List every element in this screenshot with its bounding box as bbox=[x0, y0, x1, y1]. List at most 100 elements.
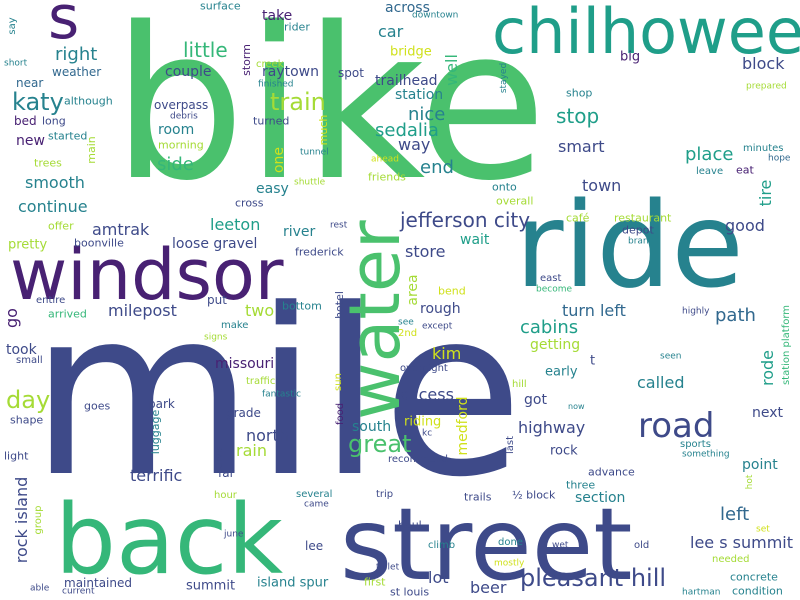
word-hot: hot bbox=[745, 474, 755, 490]
word-summit: summit bbox=[186, 578, 236, 594]
word-morning: morning bbox=[158, 138, 204, 152]
word-river: river bbox=[283, 224, 316, 240]
word-nice: nice bbox=[408, 104, 446, 125]
word-climb: climb bbox=[428, 540, 456, 551]
word-half-block: ½ block bbox=[512, 488, 556, 502]
word-see: see bbox=[398, 317, 414, 328]
word-east: east bbox=[540, 273, 562, 284]
word-one: one bbox=[271, 146, 287, 174]
word-seen: seen bbox=[660, 351, 682, 362]
word-set: set bbox=[756, 524, 770, 535]
word-hope: hope bbox=[768, 153, 791, 164]
word-store: store bbox=[405, 242, 446, 261]
word-mile: mile bbox=[30, 261, 524, 528]
word-rode: rode bbox=[758, 349, 777, 387]
word-restaurant: restaurant bbox=[614, 211, 672, 225]
word-two: two bbox=[245, 301, 275, 320]
word-tunnel: tunnel bbox=[300, 147, 329, 158]
word-surface: surface bbox=[200, 0, 241, 13]
word-june: june bbox=[224, 529, 244, 540]
word-last: last bbox=[505, 435, 516, 455]
word-little: little bbox=[183, 38, 228, 62]
word-put: put bbox=[207, 293, 227, 307]
word-go: go bbox=[2, 308, 21, 328]
word-wait: wait bbox=[460, 232, 490, 248]
word-friends: friends bbox=[368, 170, 406, 184]
word-easy: easy bbox=[256, 181, 289, 197]
word-south: south bbox=[352, 419, 392, 435]
word-cross: cross bbox=[235, 196, 264, 210]
word-s: s bbox=[48, 0, 80, 53]
word-much: much bbox=[317, 114, 330, 146]
word-took: took bbox=[6, 342, 37, 358]
word-take: take bbox=[262, 8, 293, 24]
word-lee-s-summit: lee s summit bbox=[690, 533, 794, 552]
word-creek: creek bbox=[256, 59, 284, 70]
word-condition: condition bbox=[732, 584, 783, 598]
word-sedalia: sedalia bbox=[375, 120, 439, 141]
word-getting: getting bbox=[530, 337, 581, 353]
word-several: several bbox=[296, 489, 333, 500]
word-recommend: recommend bbox=[388, 454, 448, 465]
word-except: except bbox=[422, 321, 453, 332]
word-station: station bbox=[395, 87, 444, 103]
word-section: section bbox=[575, 490, 626, 506]
word-ahead: ahead bbox=[371, 154, 399, 165]
word-weather: weather bbox=[52, 65, 102, 79]
word-came: came bbox=[304, 499, 329, 510]
word-brand: brand bbox=[628, 236, 655, 247]
word-depot: depot bbox=[622, 223, 654, 237]
word-turned: turned bbox=[253, 114, 290, 128]
word-entire: entire bbox=[36, 295, 66, 306]
word-bike: bike bbox=[112, 0, 547, 227]
word-turn-left: turn left bbox=[562, 301, 626, 320]
word-windsor: windsor bbox=[10, 234, 284, 316]
word-jefferson-city: jefferson city bbox=[400, 208, 531, 232]
word-eat: eat bbox=[736, 163, 754, 177]
word-great: great bbox=[348, 430, 412, 458]
word-car: car bbox=[378, 22, 404, 41]
word-point: point bbox=[742, 457, 778, 473]
word-way: way bbox=[398, 135, 431, 154]
word-park: park bbox=[148, 397, 175, 411]
word-place: place bbox=[685, 144, 734, 165]
word-loose-gravel: loose gravel bbox=[172, 236, 258, 252]
word-shape: shape bbox=[10, 413, 44, 427]
word-hartman: hartman bbox=[682, 587, 721, 598]
word-minutes: minutes bbox=[743, 143, 784, 154]
word-side: side bbox=[157, 154, 194, 175]
word-maintained: maintained bbox=[64, 576, 132, 590]
word-smart: smart bbox=[558, 137, 605, 156]
word-spot: spot bbox=[338, 66, 364, 80]
word-bend: bend bbox=[438, 284, 466, 298]
word-boonville: boonville bbox=[74, 236, 124, 250]
word-make: make bbox=[221, 320, 249, 331]
word-block: block bbox=[742, 54, 785, 73]
word-road: road bbox=[638, 406, 715, 446]
word-current: current bbox=[62, 586, 95, 597]
word-traffic: traffic bbox=[246, 376, 276, 387]
word-north: north bbox=[246, 426, 289, 445]
word-finished: finished bbox=[258, 79, 294, 90]
word-overpass: overpass bbox=[154, 98, 209, 112]
word-started: started bbox=[48, 129, 88, 143]
word-riding: riding bbox=[404, 414, 442, 430]
word-offer: offer bbox=[48, 219, 74, 233]
word-trails: trails bbox=[464, 490, 492, 504]
word-couple: couple bbox=[165, 64, 212, 80]
word-stop: stop bbox=[556, 104, 600, 128]
word-t: t bbox=[590, 353, 596, 369]
word-rough: rough bbox=[420, 301, 461, 317]
word-shuttle: shuttle bbox=[294, 177, 326, 188]
word-left: left bbox=[720, 504, 750, 525]
word-able: able bbox=[30, 583, 50, 594]
word-smooth: smooth bbox=[25, 173, 85, 192]
word-across: across bbox=[385, 0, 430, 16]
word-rider: rider bbox=[284, 20, 310, 34]
word-group: group bbox=[33, 505, 44, 535]
word-trees: trees bbox=[34, 156, 62, 170]
word-hill: hill bbox=[512, 379, 527, 390]
word-sun: sun bbox=[333, 373, 344, 391]
word-small: small bbox=[16, 355, 43, 366]
word-although: although bbox=[64, 94, 113, 108]
